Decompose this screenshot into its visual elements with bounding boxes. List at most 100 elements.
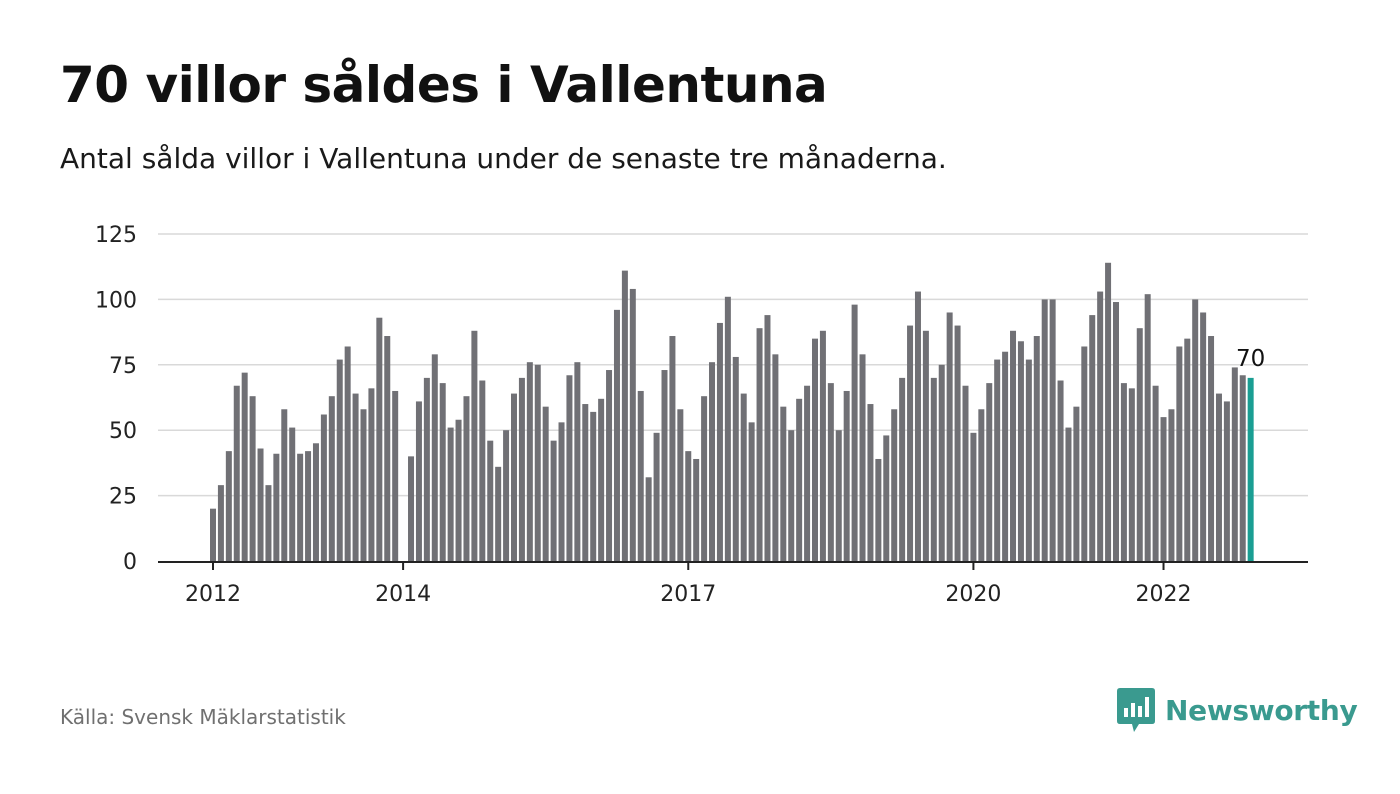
bar (796, 398, 803, 561)
bar-chart: 0 25 50 75 100 125 2012 2014 2017 2020 2022 70 (95, 223, 1308, 607)
bar (677, 409, 684, 561)
bar (1192, 299, 1199, 561)
x-tick-label: 2020 (945, 582, 1001, 607)
bar (962, 385, 969, 561)
bar (1152, 385, 1159, 561)
y-axis-tick-labels: 0 25 50 75 100 125 (95, 223, 137, 575)
bar (360, 409, 367, 561)
bar (867, 404, 874, 561)
bar (550, 440, 557, 561)
bar (1120, 383, 1127, 561)
bar (645, 477, 652, 561)
bar (598, 398, 605, 561)
bar (511, 393, 517, 561)
bar (384, 336, 391, 561)
bar (328, 396, 335, 561)
bar (273, 453, 280, 561)
bar (629, 288, 636, 561)
bar (320, 414, 327, 561)
bar (1089, 315, 1096, 561)
bar (804, 385, 811, 561)
bar (613, 309, 620, 561)
x-tick-label: 2014 (375, 582, 431, 607)
bar (352, 393, 359, 561)
bar (590, 411, 597, 561)
bar (1200, 312, 1207, 561)
bar (249, 396, 256, 561)
bar (986, 383, 993, 561)
bar (930, 377, 937, 561)
bar (1041, 299, 1048, 561)
bar (1002, 351, 1009, 561)
bar (994, 359, 1001, 561)
bar (1223, 401, 1230, 561)
brand-name: Newsworthy (1165, 693, 1358, 727)
bar (312, 443, 319, 561)
bar (1073, 406, 1080, 561)
bar (716, 322, 723, 561)
bar (1017, 341, 1024, 561)
bar (701, 396, 708, 561)
bar (859, 354, 866, 561)
bar (922, 330, 929, 561)
bar (1112, 302, 1119, 561)
bar (946, 312, 953, 561)
bar (487, 440, 494, 561)
bar (764, 315, 771, 561)
bar (1208, 336, 1215, 561)
bar (907, 325, 914, 561)
bar (724, 296, 731, 561)
bar (637, 390, 644, 561)
bars (210, 262, 1254, 561)
bar (431, 354, 438, 561)
bar (653, 432, 660, 561)
bar (883, 435, 890, 561)
bar (819, 330, 826, 561)
bar (439, 383, 446, 561)
bar (1128, 388, 1135, 561)
chart-subtitle: Antal sålda villor i Vallentuna under de… (60, 142, 947, 175)
bar (233, 385, 240, 561)
bar (851, 304, 858, 561)
bar (305, 451, 312, 561)
bar (257, 448, 264, 561)
bar (1215, 393, 1222, 561)
bar (1033, 336, 1040, 561)
bar (574, 362, 581, 561)
bar (740, 393, 747, 561)
bar (606, 370, 613, 561)
bar (518, 377, 525, 561)
y-tick-label: 50 (109, 419, 137, 444)
bar (1105, 262, 1112, 561)
chart-title: 70 villor såldes i Vallentuna (60, 56, 828, 114)
newsworthy-logo-icon (1117, 688, 1155, 732)
y-tick-label: 100 (95, 288, 137, 313)
x-tick-label: 2012 (185, 582, 241, 607)
bar (899, 377, 906, 561)
bar (582, 404, 589, 561)
bar (526, 362, 533, 561)
bar (835, 430, 842, 561)
bar (709, 362, 716, 561)
bar (669, 336, 676, 561)
y-tick-label: 75 (109, 354, 137, 379)
bar (210, 508, 216, 561)
bar (281, 409, 288, 561)
bar (1136, 328, 1143, 561)
bar (685, 451, 692, 561)
bar (1097, 291, 1104, 561)
bar (772, 354, 779, 561)
bar (1057, 380, 1064, 561)
bar (503, 430, 510, 561)
bar (1184, 338, 1191, 561)
bar (954, 325, 961, 561)
bar (241, 372, 248, 561)
bar (1025, 359, 1032, 561)
brand-logo[interactable]: Newsworthy (1117, 688, 1358, 732)
bar (447, 427, 454, 561)
bar (843, 390, 850, 561)
bar (788, 430, 795, 561)
bar (463, 396, 470, 561)
bar (1081, 346, 1088, 561)
bar (495, 466, 502, 561)
